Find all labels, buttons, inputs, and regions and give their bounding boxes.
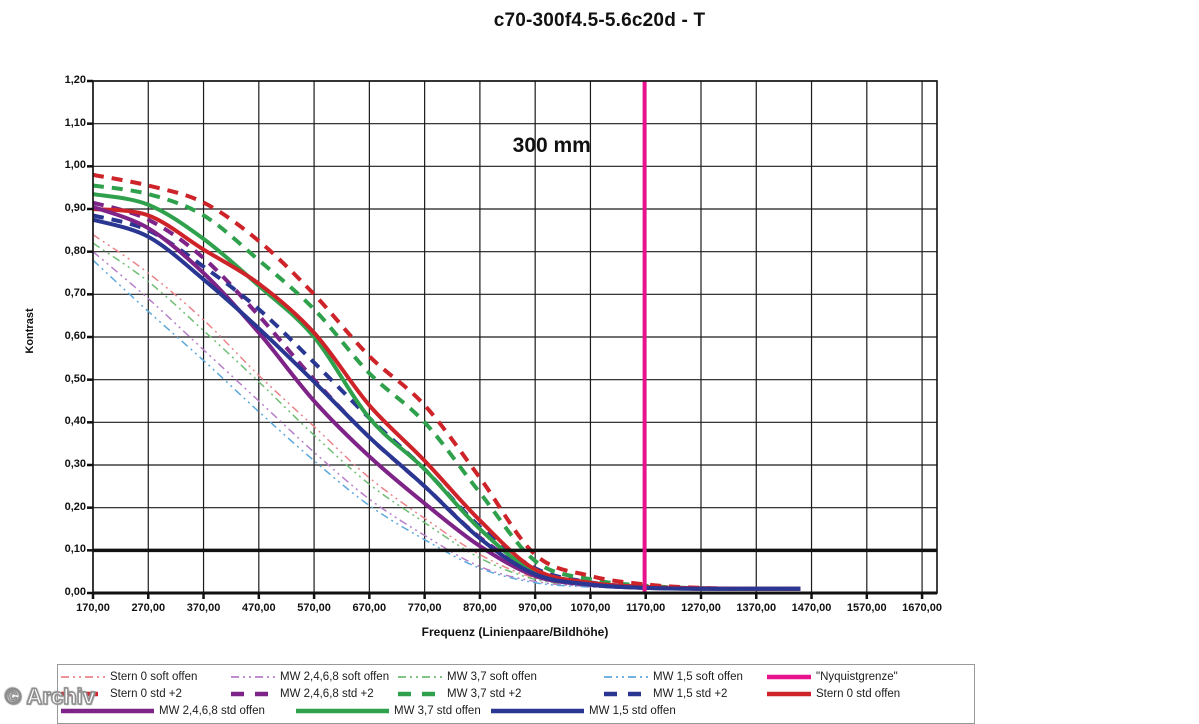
y-axis-title-text: Kontrast [24, 308, 36, 354]
legend-item: MW 2,4,6,8 soft offen [230, 670, 389, 684]
legend-label: MW 1,5 std offen [589, 705, 676, 717]
legend-item: MW 2,4,6,8 std offen [60, 704, 265, 718]
curve-mw2468_soft [92, 251, 801, 590]
y-tick-label: 0,90 [64, 202, 86, 214]
x-tick-label: 570,00 [297, 602, 331, 614]
legend-label: MW 3,7 soft offen [447, 671, 537, 683]
x-tick-label: 1170,00 [626, 602, 666, 614]
x-tick-label: 170,00 [76, 602, 110, 614]
legend-sample [604, 691, 648, 697]
y-tick-label: 0,00 [64, 586, 86, 598]
x-tick-label: 1370,00 [736, 602, 777, 614]
legend-sample [231, 691, 275, 697]
legend-sample [398, 676, 442, 678]
legend-sample [61, 691, 105, 697]
legend-sample [231, 676, 275, 678]
x-tick-label: 470,00 [241, 602, 276, 614]
legend-item: MW 2,4,6,8 std +2 [230, 687, 374, 701]
x-tick-label: 270,00 [131, 602, 166, 614]
legend-label: MW 2,4,6,8 soft offen [280, 671, 390, 683]
legend-item: Stern 0 std offen [766, 687, 900, 701]
y-tick-label: 0,30 [64, 458, 86, 470]
watermark: © Archiv [4, 683, 95, 709]
legend-sample [61, 676, 105, 678]
legend-item: MW 1,5 soft offen [603, 670, 743, 684]
legend-sample [491, 708, 584, 714]
y-tick-label: 0,50 [64, 372, 86, 385]
curve-mw15_std [92, 217, 801, 591]
y-tick-label: 0,10 [64, 543, 86, 556]
curve-mw15_soft [92, 259, 801, 590]
curve-stern0_std [92, 207, 801, 591]
y-tick-label: 0,40 [64, 415, 86, 428]
legend-sample [61, 708, 154, 714]
focal-length-annotation: 300 mm [512, 134, 591, 158]
legend-item: MW 1,5 std +2 [603, 687, 727, 701]
y-tick-label: 0,70 [64, 287, 86, 300]
curve-stern0_p2 [92, 172, 801, 591]
y-tick-label: 0,20 [64, 500, 86, 513]
curve-mw37_soft [92, 242, 801, 590]
legend-item: MW 3,7 std offen [295, 704, 481, 718]
legend-label: MW 3,7 std offen [394, 705, 481, 717]
x-axis-title: Frequenz (Linienpaare/Bildhöhe) [421, 625, 609, 639]
legend-label: MW 1,5 std +2 [653, 688, 728, 700]
legend-label: MW 1,5 soft offen [653, 671, 743, 683]
y-tick-label: 1,20 [64, 74, 86, 86]
y-tick-label: 0,80 [64, 244, 86, 257]
legend-label: Stern 0 std +2 [110, 688, 182, 700]
x-tick-label: 670,00 [352, 602, 387, 614]
x-tick-label: 770,00 [407, 602, 442, 614]
legend-sample [767, 674, 811, 680]
chart-title: c70-300f4.5-5.6c20d - T [493, 10, 706, 31]
legend-sample [604, 676, 648, 678]
legend-item: "Nyquistgrenze" [766, 670, 898, 684]
legend-item: MW 3,7 soft offen [397, 670, 537, 684]
x-tick-label: 970,00 [518, 602, 552, 614]
y-tick-label: 1,10 [64, 116, 86, 129]
x-tick-label: 1270,00 [681, 602, 721, 614]
x-tick-label: 1670,00 [902, 602, 942, 614]
legend-label: MW 2,4,6,8 std offen [159, 705, 265, 717]
legend-label: Stern 0 std offen [816, 688, 901, 700]
y-tick-label: 1,00 [64, 159, 86, 172]
legend-item: MW 1,5 std offen [490, 704, 676, 718]
legend-label: MW 3,7 std +2 [447, 688, 522, 700]
legend-item: MW 3,7 std +2 [397, 687, 521, 701]
legend-item: Stern 0 std +2 [60, 687, 182, 701]
x-tick-label: 870,00 [463, 602, 497, 614]
x-tick-label: 1570,00 [846, 602, 887, 614]
legend-label: "Nyquistgrenze" [816, 671, 898, 683]
legend-label: Stern 0 soft offen [110, 671, 198, 683]
x-tick-label: 1070,00 [570, 602, 611, 614]
curve-stern0_soft [92, 233, 801, 590]
x-tick-label: 1470,00 [791, 602, 832, 614]
legend-sample [398, 691, 442, 697]
legend-sample [767, 691, 811, 697]
x-tick-label: 370,00 [186, 602, 221, 614]
legend-sample [296, 708, 389, 714]
y-tick-label: 0,60 [64, 330, 86, 342]
legend: Stern 0 soft offen MW 2,4,6,8 soft offen M… [57, 664, 975, 724]
legend-label: MW 2,4,6,8 std +2 [280, 688, 374, 700]
legend-item: Stern 0 soft offen [60, 670, 197, 684]
curve-mw2468_p2 [92, 200, 801, 591]
